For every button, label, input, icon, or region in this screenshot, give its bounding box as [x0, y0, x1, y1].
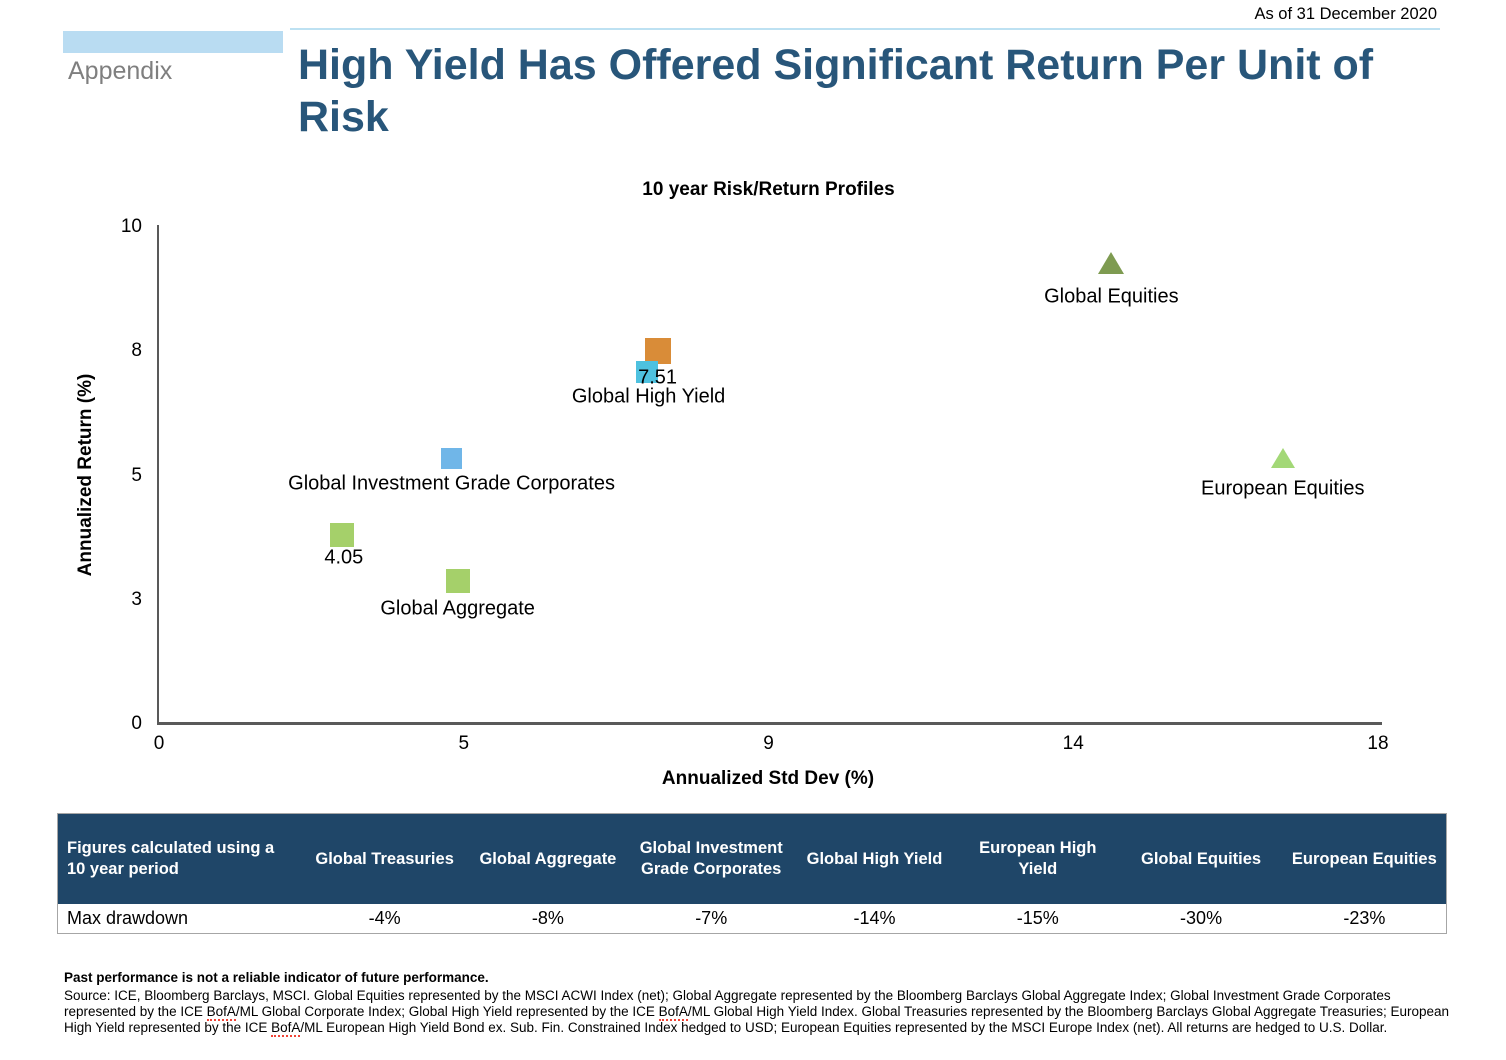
global-investment-grade-corporates-label: Global Investment Grade Corporates [288, 472, 615, 495]
y-tick-label: 3 [131, 588, 142, 610]
global-aggregate-marker [445, 569, 470, 594]
source-text-segment: /ML European High Yield Bond ex. Sub. Fi… [300, 1020, 1388, 1036]
section-label: Appendix [68, 57, 173, 85]
table-data-cell: Max drawdown [67, 908, 189, 928]
table-data-cell: -14% [853, 908, 896, 928]
table-header-cell: European Equities [1291, 849, 1437, 868]
header-rule [290, 28, 1440, 30]
x-tick-label: 5 [458, 733, 470, 754]
table-data-cell: -8% [531, 908, 564, 928]
unlabeled-marker [329, 522, 354, 547]
source-note: Source: ICE, Bloomberg Barclays, MSCI. G… [64, 988, 1459, 1038]
squiggle-word: BofA [658, 1004, 688, 1022]
table-header-cell: Global High Yield [806, 849, 943, 868]
page-title: High Yield Has Offered Significant Retur… [298, 41, 1374, 141]
y-tick-label: 8 [131, 340, 142, 362]
european-equities-label: European Equities [1201, 477, 1365, 500]
table-header-cell: Figures calculated using a 10 year perio… [67, 839, 275, 878]
european-equities-marker [1270, 447, 1295, 468]
past-performance-note: Past performance is not a reliable indic… [64, 970, 489, 985]
table-header-cell: Global Investment Grade Corporates [639, 839, 783, 878]
x-axis-line [157, 722, 1382, 725]
table-header-cell: Global Equities [1141, 849, 1262, 868]
source-text-segment: Source: ICE, Bloomberg Barclays, MSCI. G… [64, 988, 1391, 1020]
squiggle-word: BofA [206, 1004, 236, 1022]
source-text-segment: /ML Global High Yield Index. Global Trea… [64, 1004, 1450, 1036]
x-tick-label: 14 [1062, 733, 1084, 754]
squiggle-word: BofA [271, 1020, 301, 1038]
global-aggregate-label: Global Aggregate [380, 597, 535, 620]
table-data-cell: -23% [1343, 908, 1386, 928]
global-investment-grade-corporates-marker [441, 448, 463, 470]
table-header-cell: European High Yield [979, 839, 1097, 878]
table-data-cell: -15% [1016, 908, 1059, 928]
global-equities-label: Global Equities [1044, 285, 1179, 308]
global-high-yield-value-label: 7.51 [638, 366, 678, 389]
global-high-yield-marker [635, 360, 658, 383]
table-data-cell: -7% [695, 908, 728, 928]
as-of-date: As of 31 December 2020 [1254, 5, 1437, 23]
source-text-segment: /ML Global Corporate Index; Global High … [235, 1004, 659, 1020]
x-axis-title: Annualized Std Dev (%) [661, 768, 875, 789]
table-header-cell: Global Aggregate [479, 849, 617, 868]
table-header-row: Figures calculated using a 10 year perio… [58, 814, 1446, 904]
chart-title: 10 year Risk/Return Profiles [642, 179, 895, 200]
drawdown-table: Figures calculated using a 10 year perio… [57, 813, 1447, 934]
y-tick-label: 0 [131, 713, 142, 734]
y-tick-label: 5 [131, 464, 142, 486]
y-tick-label: 10 [120, 216, 142, 237]
table-header-cell: Global Treasuries [315, 849, 454, 868]
unlabeled-value-label: 4.05 [324, 546, 364, 569]
global-equities-marker [1097, 252, 1124, 275]
unlabeled-marker [645, 338, 672, 365]
x-tick-label: 9 [763, 733, 774, 754]
x-tick-label: 0 [153, 733, 165, 754]
appendix-tab-bar [63, 31, 283, 53]
table-data-cell: -4% [368, 908, 401, 928]
y-axis-line [157, 225, 159, 725]
table-data-row: Max drawdown -4% -8% -7% -14% -15% -30% -23% [58, 904, 1446, 933]
table-data-cell: -30% [1180, 908, 1223, 928]
global-high-yield-label: Global High Yield [571, 385, 726, 408]
x-tick-label: 18 [1367, 733, 1389, 754]
